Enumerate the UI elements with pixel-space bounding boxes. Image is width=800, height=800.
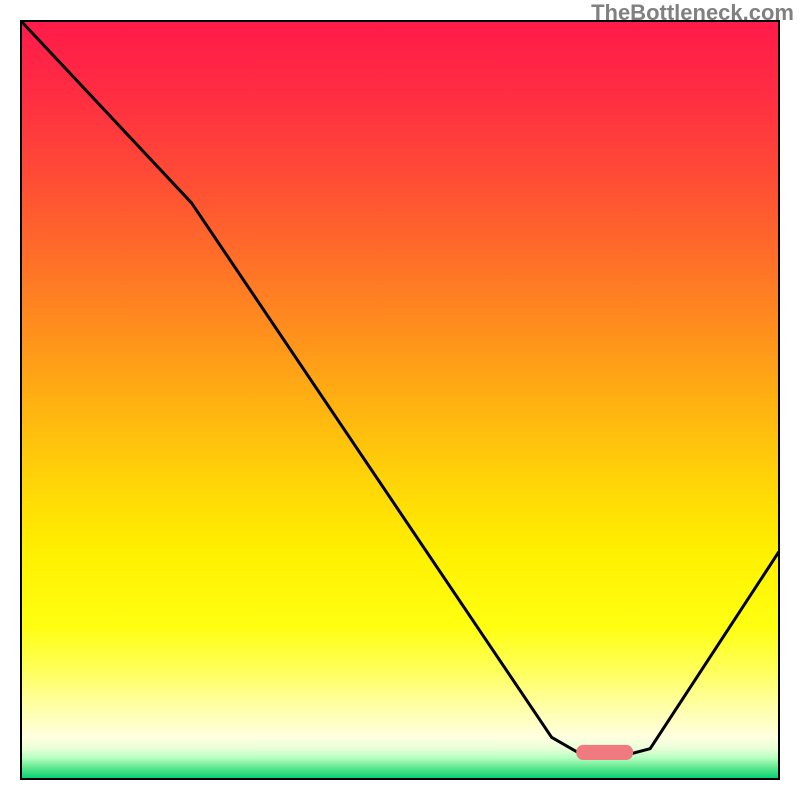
optimal-marker	[576, 745, 633, 760]
plot-background	[21, 21, 779, 779]
bottleneck-chart	[0, 0, 800, 800]
watermark-text: TheBottleneck.com	[591, 0, 794, 26]
